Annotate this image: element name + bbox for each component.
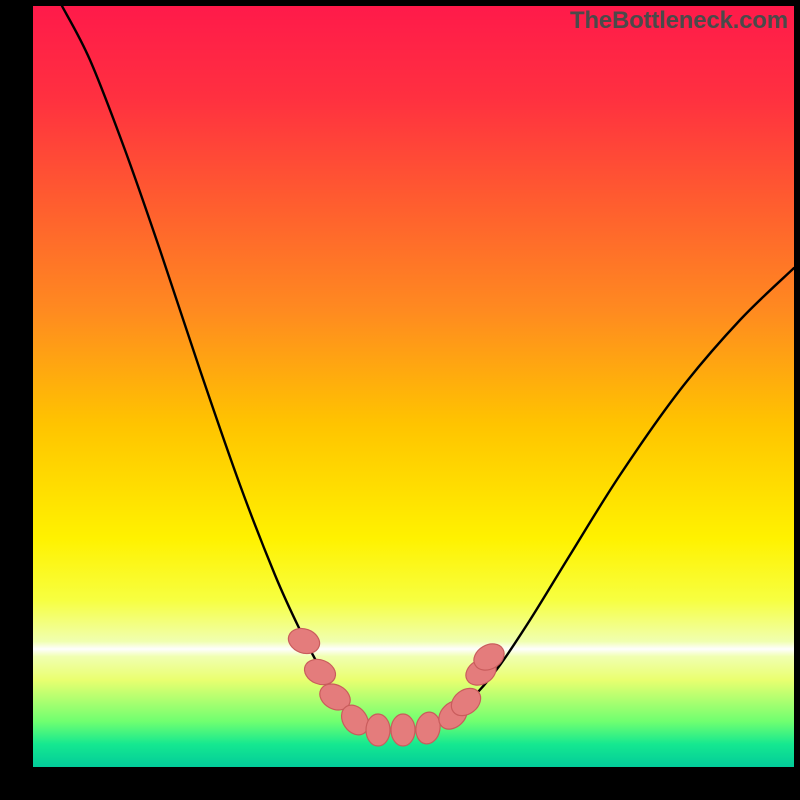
plot-gradient-bg [33, 6, 794, 767]
bottleneck-chart-svg [0, 0, 800, 800]
chart-frame: TheBottleneck.com [0, 0, 800, 800]
curve-marker [391, 714, 415, 746]
curve-marker [366, 714, 390, 746]
watermark-text: TheBottleneck.com [570, 7, 788, 35]
